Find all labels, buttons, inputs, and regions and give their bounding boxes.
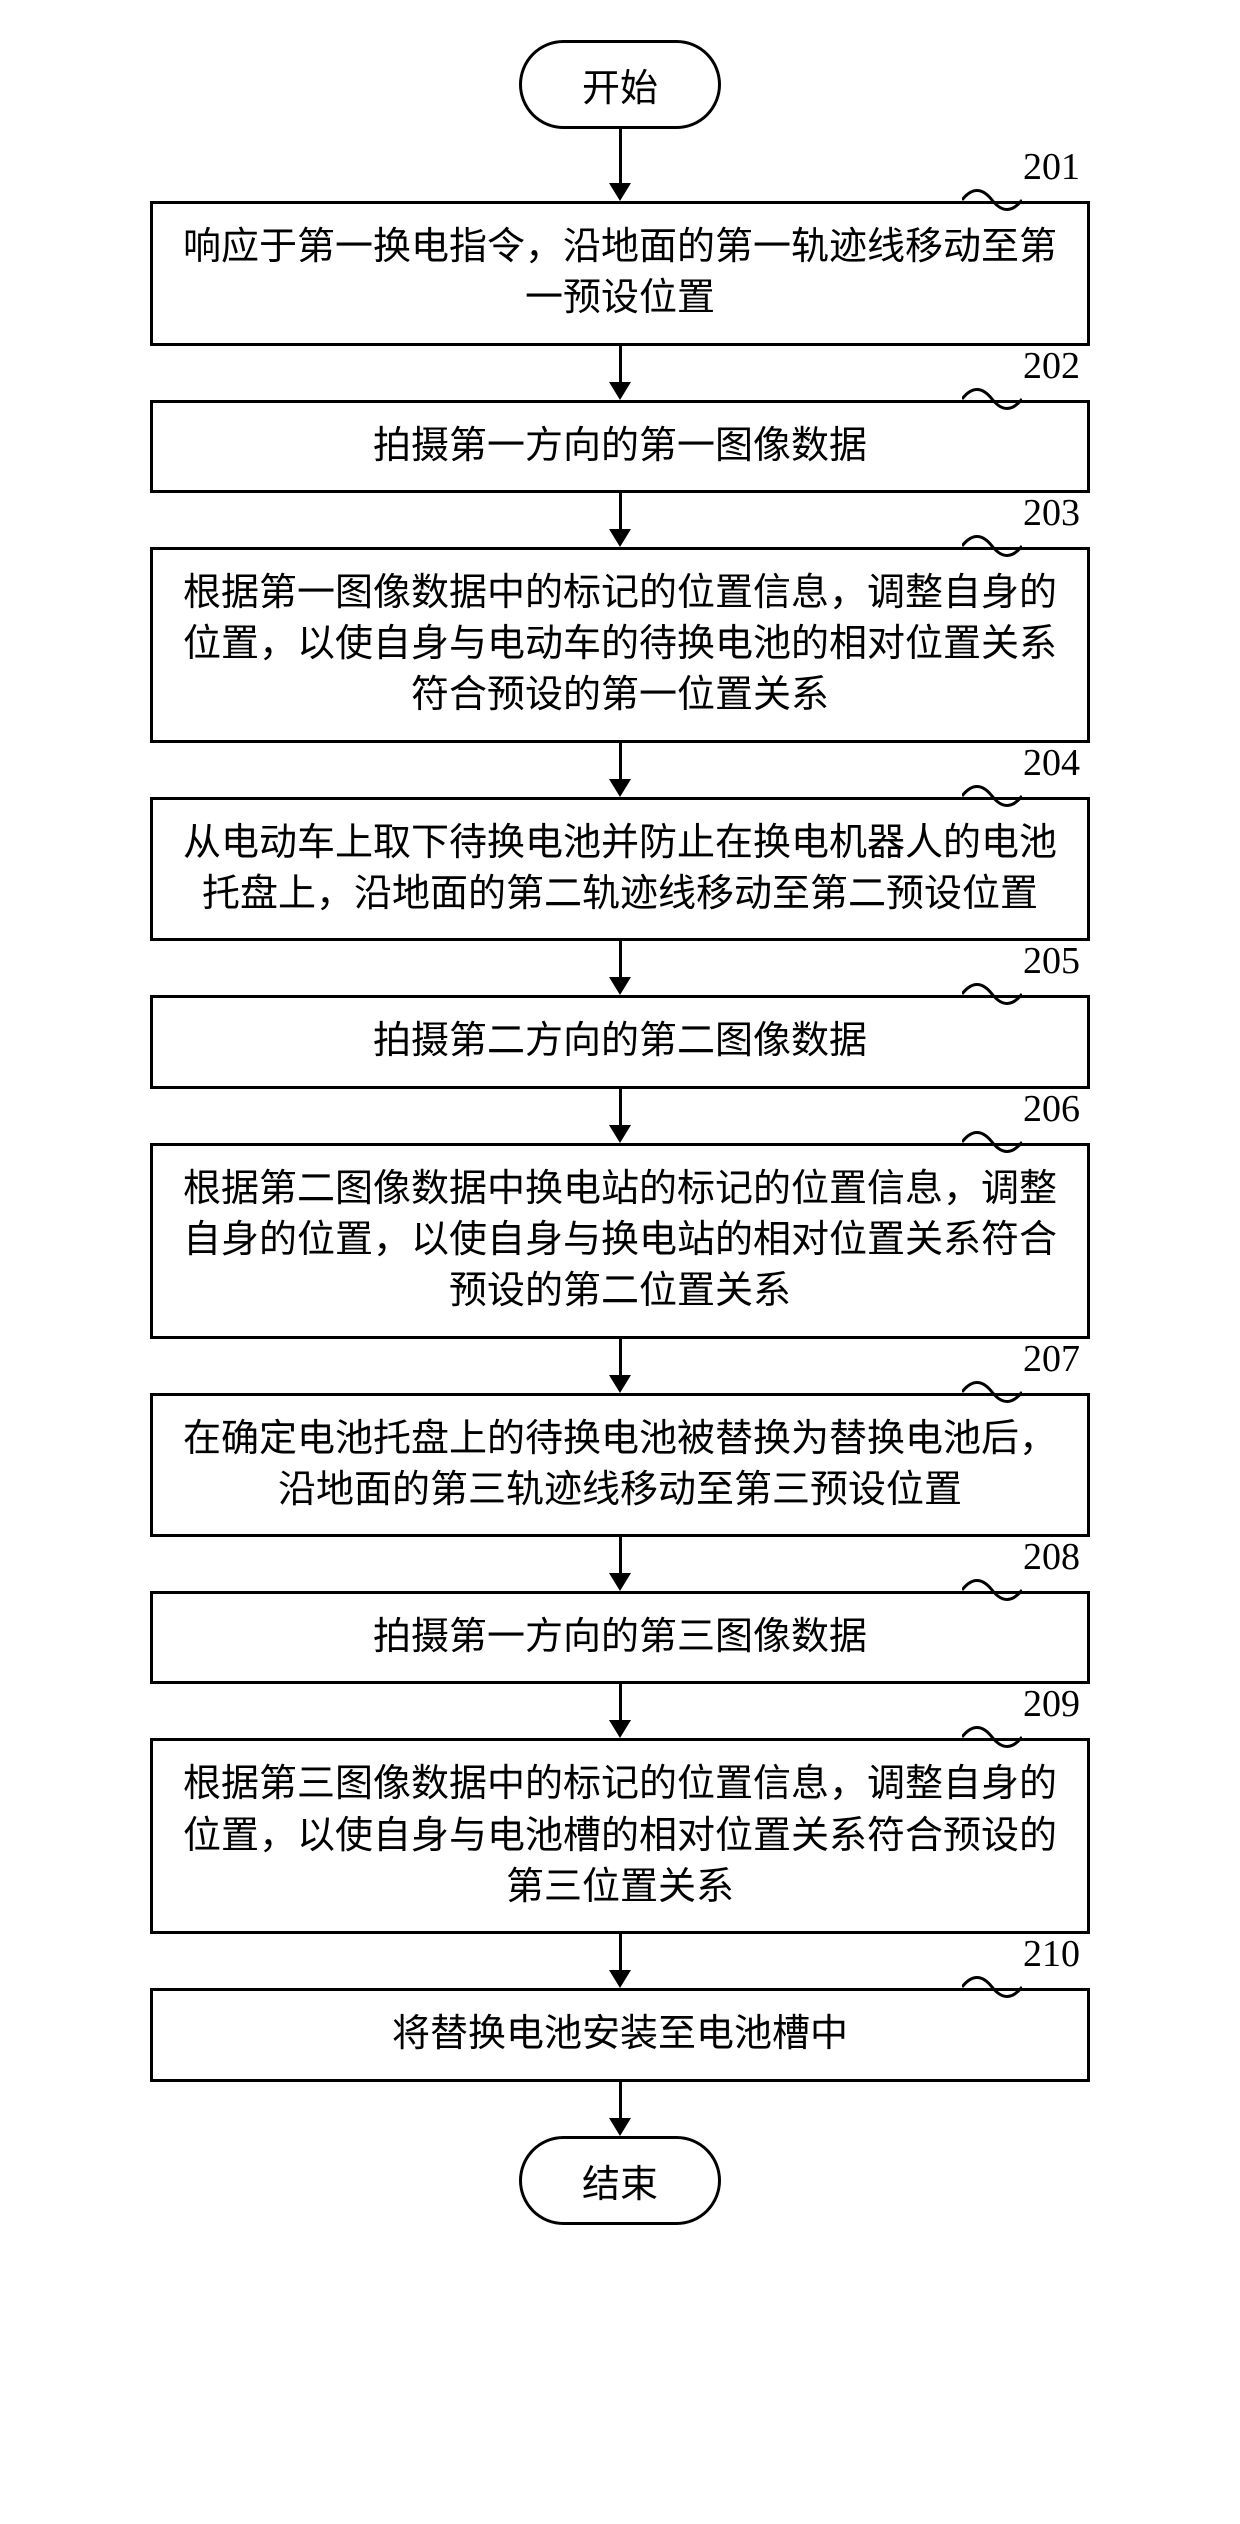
process-step: 202 拍摄第一方向的第一图像数据 (150, 400, 1090, 493)
step-number-label: 210 (1023, 1932, 1080, 1976)
step-notch-icon (962, 1573, 1022, 1607)
process-box: 拍摄第一方向的第三图像数据 (150, 1591, 1090, 1684)
step-notch-icon (962, 183, 1022, 217)
step-number-label: 202 (1023, 344, 1080, 388)
step-notch-icon (962, 1970, 1022, 2004)
process-text: 将替换电池安装至电池槽中 (392, 2013, 848, 2055)
start-terminator: 开始 (519, 40, 721, 129)
process-text: 拍摄第一方向的第三图像数据 (373, 1616, 867, 1658)
step-notch-icon (962, 1720, 1022, 1754)
step-notch-icon (962, 1125, 1022, 1159)
step-number-label: 204 (1023, 741, 1080, 785)
process-step: 204 从电动车上取下待换电池并防止在换电机器人的电池托盘上，沿地面的第二轨迹线… (150, 797, 1090, 942)
step-number-label: 201 (1023, 145, 1080, 189)
process-text: 拍摄第二方向的第二图像数据 (373, 1020, 867, 1062)
step-notch-icon (962, 977, 1022, 1011)
arrow-to-end (609, 2082, 631, 2136)
process-box: 响应于第一换电指令，沿地面的第一轨迹线移动至第一预设位置 (150, 201, 1090, 346)
flowchart-container: 开始 201 响应于第一换电指令，沿地面的第一轨迹线移动至第一预设位置202 拍… (60, 40, 1180, 2225)
process-text: 响应于第一换电指令，沿地面的第一轨迹线移动至第一预设位置 (183, 226, 1057, 319)
step-number-label: 209 (1023, 1682, 1080, 1726)
arrow (150, 1537, 1090, 1591)
process-step: 205 拍摄第二方向的第二图像数据 (150, 995, 1090, 1088)
arrow (150, 1684, 1090, 1738)
process-box: 在确定电池托盘上的待换电池被替换为替换电池后，沿地面的第三轨迹线移动至第三预设位… (150, 1393, 1090, 1538)
step-number-label: 203 (1023, 491, 1080, 535)
process-box: 从电动车上取下待换电池并防止在换电机器人的电池托盘上，沿地面的第二轨迹线移动至第… (150, 797, 1090, 942)
step-notch-icon (962, 529, 1022, 563)
process-step: 203 根据第一图像数据中的标记的位置信息，调整自身的位置，以使自身与电动车的待… (150, 547, 1090, 743)
arrow (150, 1934, 1090, 1988)
arrow (150, 129, 1090, 201)
arrow (150, 493, 1090, 547)
process-box: 将替换电池安装至电池槽中 (150, 1988, 1090, 2081)
step-notch-icon (962, 779, 1022, 813)
process-box: 根据第一图像数据中的标记的位置信息，调整自身的位置，以使自身与电动车的待换电池的… (150, 547, 1090, 743)
process-text: 根据第三图像数据中的标记的位置信息，调整自身的位置，以使自身与电池槽的相对位置关… (183, 1763, 1057, 1908)
arrow (150, 743, 1090, 797)
arrow (150, 346, 1090, 400)
start-label: 开始 (582, 68, 658, 110)
process-box: 根据第三图像数据中的标记的位置信息，调整自身的位置，以使自身与电池槽的相对位置关… (150, 1738, 1090, 1934)
step-number-label: 208 (1023, 1535, 1080, 1579)
step-number-label: 206 (1023, 1087, 1080, 1131)
process-text: 从电动车上取下待换电池并防止在换电机器人的电池托盘上，沿地面的第二轨迹线移动至第… (183, 822, 1057, 915)
process-box: 拍摄第一方向的第一图像数据 (150, 400, 1090, 493)
process-text: 根据第一图像数据中的标记的位置信息，调整自身的位置，以使自身与电动车的待换电池的… (183, 572, 1057, 717)
process-text: 拍摄第一方向的第一图像数据 (373, 425, 867, 467)
arrow (150, 1339, 1090, 1393)
process-step: 201 响应于第一换电指令，沿地面的第一轨迹线移动至第一预设位置 (150, 201, 1090, 346)
arrow (150, 941, 1090, 995)
step-notch-icon (962, 1375, 1022, 1409)
step-number-label: 205 (1023, 939, 1080, 983)
end-terminator: 结束 (519, 2136, 721, 2225)
step-notch-icon (962, 382, 1022, 416)
process-step: 206 根据第二图像数据中换电站的标记的位置信息，调整自身的位置，以使自身与换电… (150, 1143, 1090, 1339)
process-box: 拍摄第二方向的第二图像数据 (150, 995, 1090, 1088)
process-text: 根据第二图像数据中换电站的标记的位置信息，调整自身的位置，以使自身与换电站的相对… (183, 1168, 1057, 1313)
process-step: 209 根据第三图像数据中的标记的位置信息，调整自身的位置，以使自身与电池槽的相… (150, 1738, 1090, 1934)
process-text: 在确定电池托盘上的待换电池被替换为替换电池后，沿地面的第三轨迹线移动至第三预设位… (183, 1418, 1057, 1511)
process-step: 210 将替换电池安装至电池槽中 (150, 1988, 1090, 2081)
process-step: 208 拍摄第一方向的第三图像数据 (150, 1591, 1090, 1684)
process-step: 207 在确定电池托盘上的待换电池被替换为替换电池后，沿地面的第三轨迹线移动至第… (150, 1393, 1090, 1538)
step-number-label: 207 (1023, 1337, 1080, 1381)
process-box: 根据第二图像数据中换电站的标记的位置信息，调整自身的位置，以使自身与换电站的相对… (150, 1143, 1090, 1339)
end-label: 结束 (582, 2164, 658, 2206)
arrow (150, 1089, 1090, 1143)
